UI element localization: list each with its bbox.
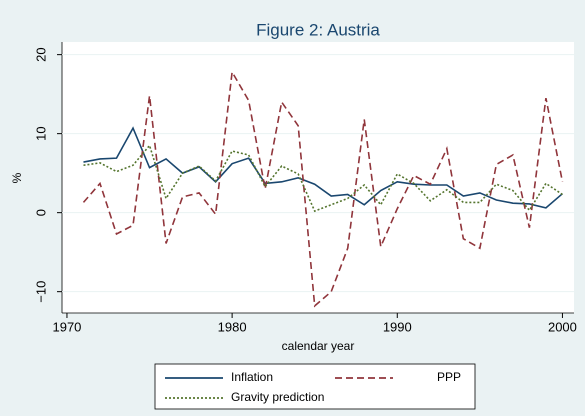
- x-axis-title: calendar year: [282, 339, 355, 353]
- legend-label: Gravity prediction: [231, 390, 324, 404]
- legend-label: Inflation: [231, 370, 273, 384]
- x-tick-label: 1980: [218, 319, 247, 334]
- series-line: [83, 126, 563, 209]
- x-tick-label: 1990: [383, 319, 412, 334]
- legend-label: PPP: [437, 370, 461, 384]
- x-tick-label: 1970: [52, 319, 81, 334]
- x-tick-label: 2000: [548, 319, 577, 334]
- plot-area: [62, 42, 574, 313]
- y-tick-label: 20: [33, 47, 48, 61]
- legend: [154, 363, 476, 410]
- series-line: [82, 69, 564, 308]
- chart-title: Figure 2: Austria: [256, 20, 380, 39]
- series-line: [83, 143, 563, 213]
- y-tick-label: 10: [33, 126, 48, 140]
- y-axis-title: %: [10, 172, 24, 183]
- y-tick-label: −10: [33, 281, 48, 303]
- y-tick-label: 0: [33, 209, 48, 216]
